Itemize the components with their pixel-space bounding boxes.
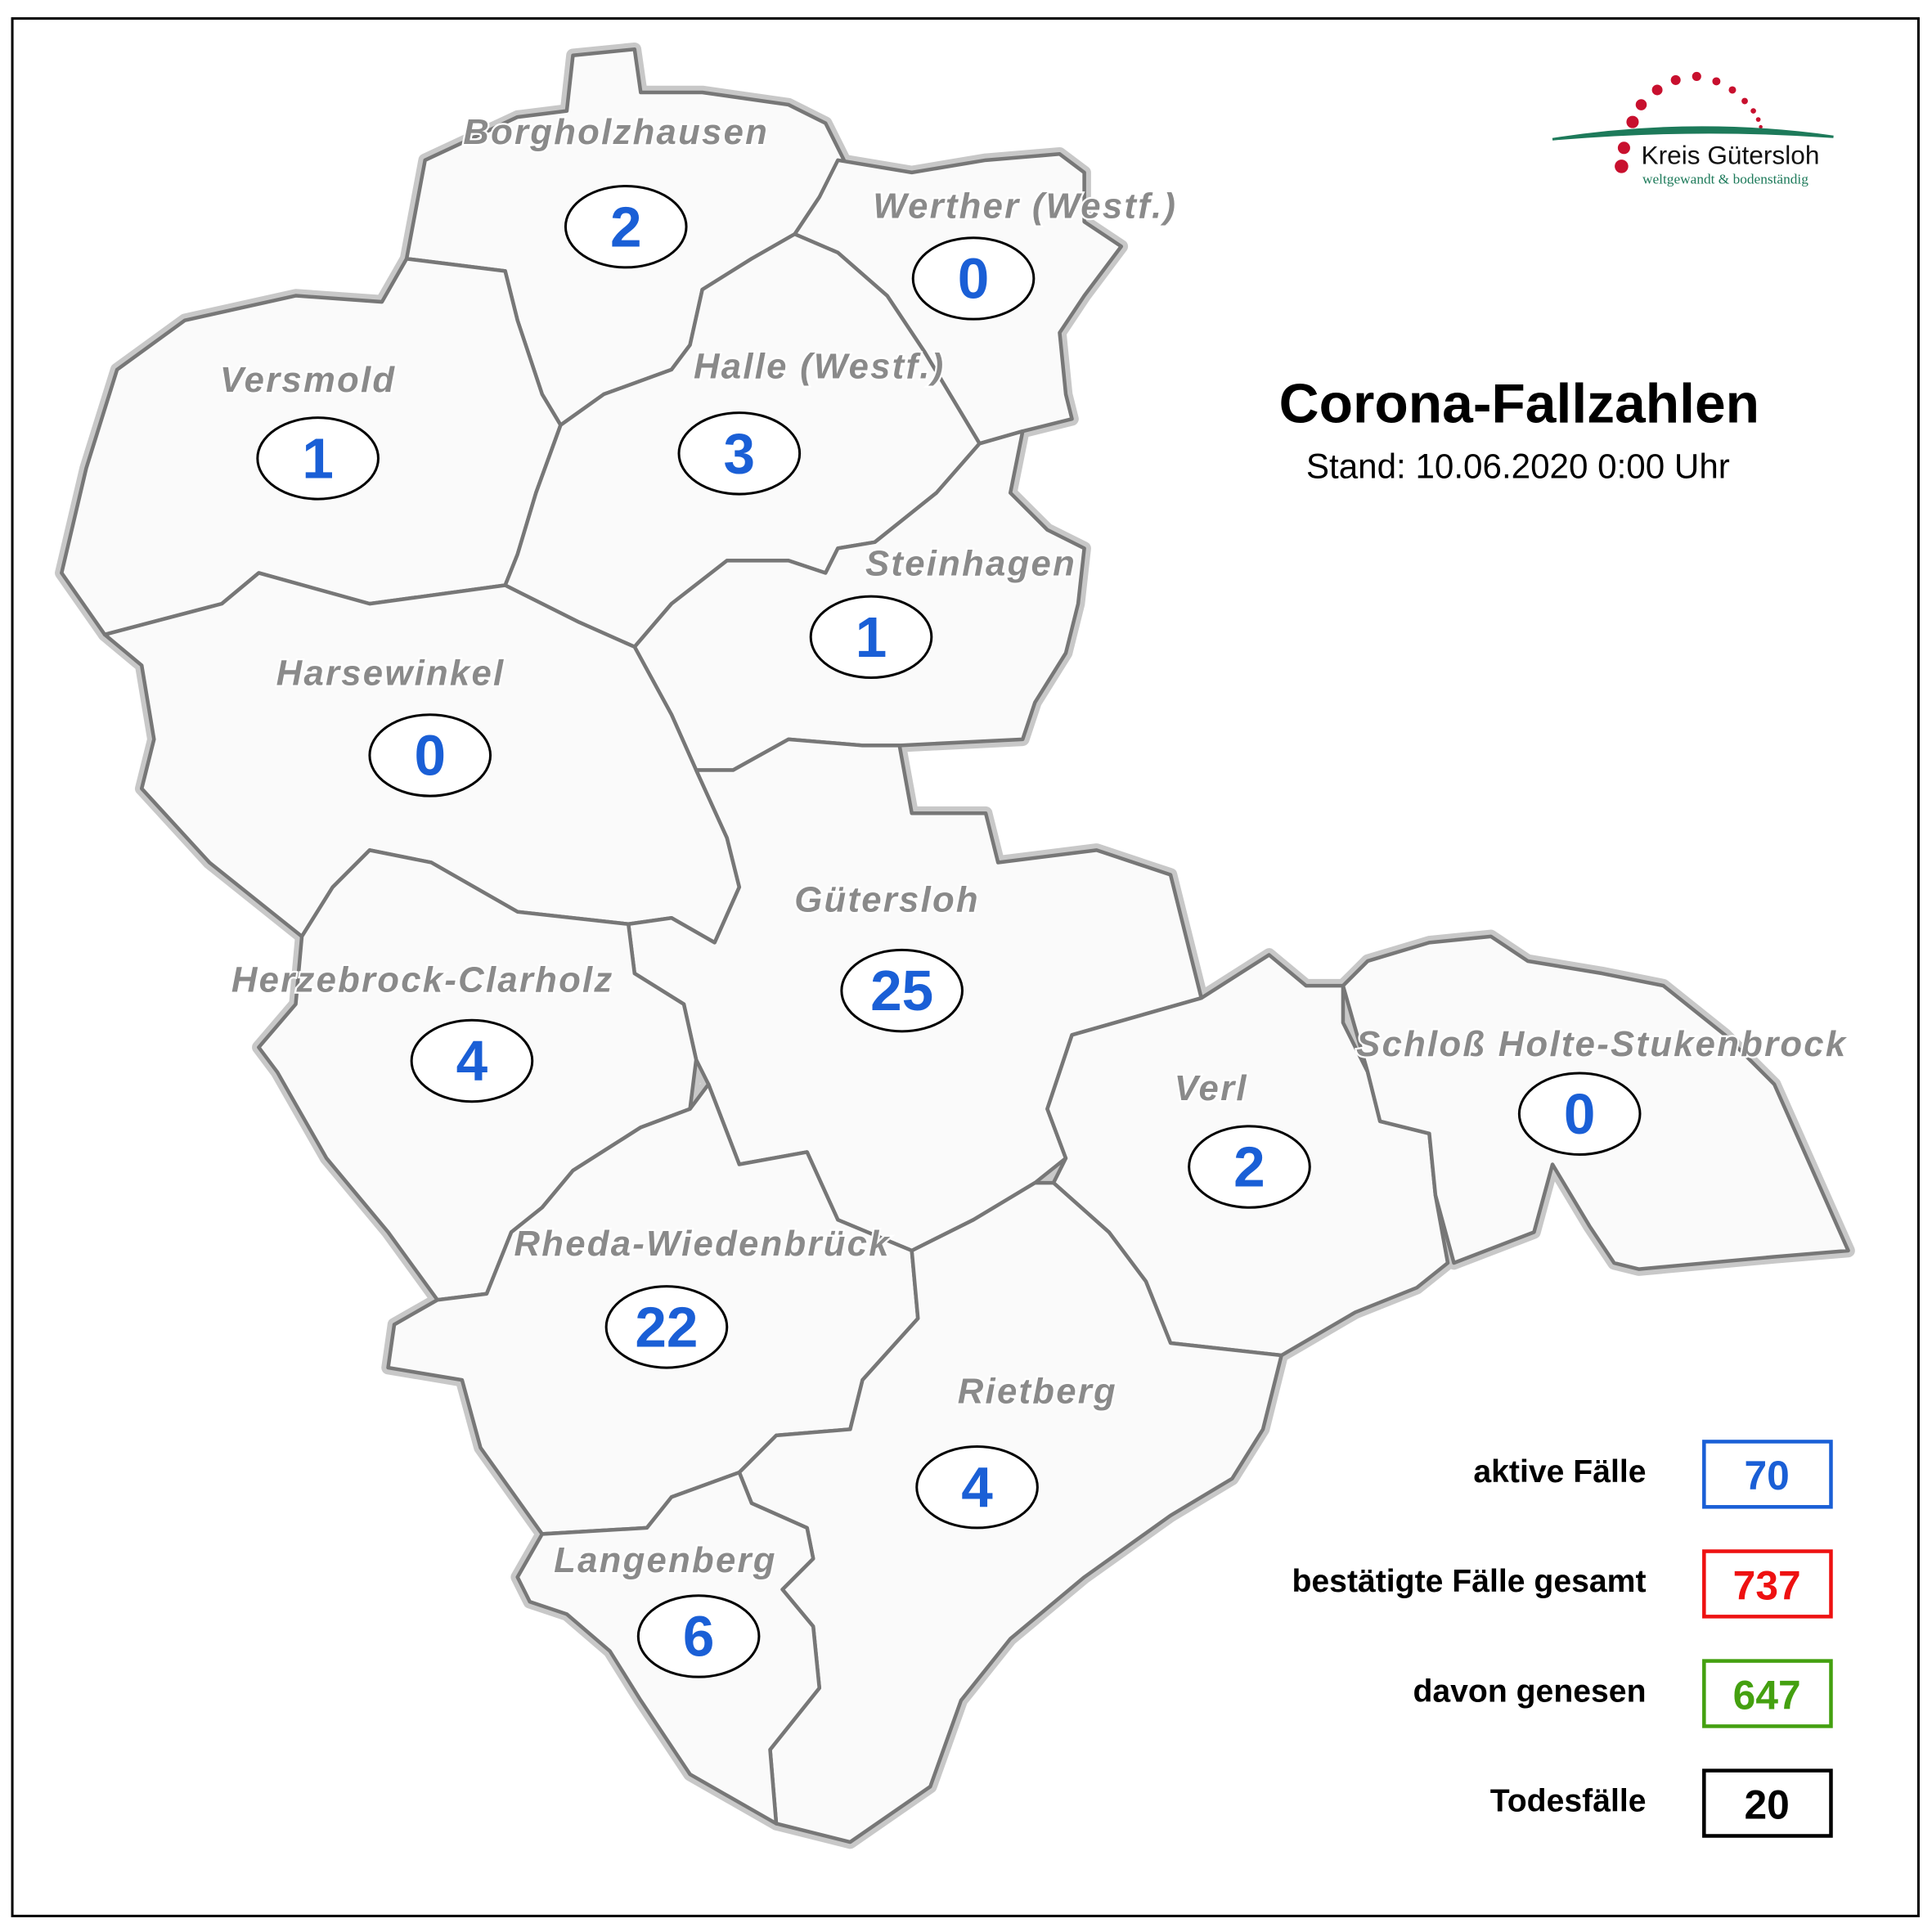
active-case-count: 4: [456, 1029, 488, 1093]
active-case-count: 4: [961, 1455, 993, 1519]
district-name: Versmold: [220, 360, 396, 400]
active-case-count: 0: [1564, 1082, 1596, 1146]
logo-dot: [1755, 117, 1761, 122]
legend-value-box: [1702, 1549, 1833, 1619]
district-name: Gütersloh: [794, 880, 980, 920]
active-case-count: 6: [683, 1605, 715, 1669]
logo-dot: [1741, 97, 1748, 105]
legend-row: Todesfälle 20: [1490, 1768, 1833, 1838]
district-label-verl: Verl 2: [1173, 1067, 1311, 1209]
active-case-count: 0: [414, 724, 446, 788]
legend-row: bestätigte Fälle gesamt 737: [1292, 1549, 1833, 1619]
case-count-ellipse: [256, 416, 380, 501]
logo-dot: [1651, 84, 1663, 96]
active-case-count: 1: [302, 426, 334, 490]
logo-dot: [1750, 108, 1756, 114]
active-case-count: 25: [870, 959, 933, 1022]
case-count-ellipse: [911, 236, 1036, 321]
legend-label: bestätigte Fälle gesamt: [1292, 1564, 1646, 1599]
legend-value-box: [1702, 1768, 1833, 1838]
legend-row: davon genesen 647: [1413, 1659, 1833, 1728]
logo-dot: [1670, 74, 1681, 85]
case-count-ellipse: [1517, 1072, 1642, 1156]
logo-arc: [1552, 126, 1834, 141]
legend-label: Todesfälle: [1490, 1783, 1647, 1818]
legend-row: aktive Fälle 70: [1473, 1440, 1833, 1509]
district-label-rietberg: Rietberg 4: [915, 1370, 1117, 1530]
active-case-count: 22: [635, 1295, 698, 1359]
case-count-ellipse: [564, 184, 688, 269]
case-count-ellipse: [604, 1285, 729, 1369]
logo-dot: [1626, 115, 1639, 128]
district-label-halle-westf: Halle (Westf.) 3: [677, 344, 945, 496]
case-count-ellipse: [840, 948, 964, 1033]
district-label-rheda-wiedenbrück: Rheda-Wiedenbrück 22: [512, 1222, 892, 1369]
legend: aktive Fälle 70 bestätigte Fälle gesamt 737…: [1292, 1440, 1833, 1838]
case-count-ellipse: [809, 595, 933, 680]
district-label-werther-westf: Werther (Westf.) 0: [871, 184, 1177, 321]
logo: Kreis Gütersloh weltgewandt & bodenständ…: [1552, 71, 1834, 186]
case-count-ellipse: [410, 1018, 534, 1103]
map-subtitle: Stand: 10.06.2020 0:00 Uhr: [1306, 447, 1730, 485]
district-name: Halle (Westf.): [694, 346, 945, 386]
logo-tagline: weltgewandt & bodenständig: [1642, 171, 1808, 186]
legend-value: 737: [1733, 1562, 1801, 1608]
active-case-count: 2: [1233, 1135, 1265, 1199]
logo-dot: [1728, 86, 1737, 94]
district-name: Langenberg: [554, 1540, 777, 1580]
legend-label: davon genesen: [1413, 1674, 1646, 1709]
active-case-count: 2: [610, 195, 642, 258]
district-label-herzebrock-clarholz: Herzebrock-Clarholz 4: [230, 958, 614, 1103]
district-name: Rietberg: [958, 1372, 1117, 1412]
district-label-borgholzhausen: Borgholzhausen 2: [461, 110, 769, 269]
district-name: Herzebrock-Clarholz: [231, 960, 614, 1000]
district-name: Werther (Westf.): [873, 186, 1177, 227]
district-name: Rheda-Wiedenbrück: [514, 1224, 892, 1264]
legend-value-box: [1702, 1440, 1833, 1509]
district-name: Harsewinkel: [276, 654, 505, 694]
logo-dot: [1759, 124, 1763, 129]
logo-dot: [1712, 77, 1721, 86]
legend-value-box: [1702, 1659, 1833, 1728]
active-case-count: 1: [856, 605, 887, 669]
active-case-count: 0: [958, 247, 990, 311]
case-count-ellipse: [677, 411, 802, 496]
logo-dot: [1692, 71, 1701, 81]
case-count-ellipse: [915, 1445, 1039, 1530]
case-count-ellipse: [368, 713, 492, 798]
district-label-versmold: Versmold 1: [218, 358, 396, 501]
logo-dot: [1615, 160, 1629, 173]
legend-value: 20: [1744, 1781, 1789, 1827]
active-case-count: 3: [724, 421, 756, 485]
district-label-langenberg: Langenberg 6: [552, 1539, 777, 1678]
legend-value: 647: [1733, 1672, 1801, 1718]
logo-dot: [1635, 99, 1647, 110]
logo-dot: [1617, 142, 1630, 155]
district-label-schloß-holte-stukenbrock: Schloß Holte-Stukenbrock 0: [1355, 1022, 1848, 1156]
district-name: Schloß Holte-Stukenbrock: [1356, 1024, 1848, 1064]
district-label-steinhagen: Steinhagen 1: [809, 541, 1076, 680]
logo-name: Kreis Gütersloh: [1641, 140, 1819, 169]
district-name: Steinhagen: [865, 543, 1076, 583]
district-name: Borgholzhausen: [463, 112, 769, 152]
case-count-ellipse: [636, 1594, 761, 1678]
map-title: Corona-Fallzahlen: [1279, 374, 1759, 435]
legend-label: aktive Fälle: [1473, 1454, 1646, 1489]
case-count-ellipse: [1188, 1125, 1311, 1209]
district-label-gütersloh: Gütersloh 25: [793, 878, 980, 1033]
district-label-harsewinkel: Harsewinkel 0: [274, 651, 505, 798]
district-name: Verl: [1175, 1068, 1248, 1108]
legend-value: 70: [1744, 1453, 1789, 1498]
